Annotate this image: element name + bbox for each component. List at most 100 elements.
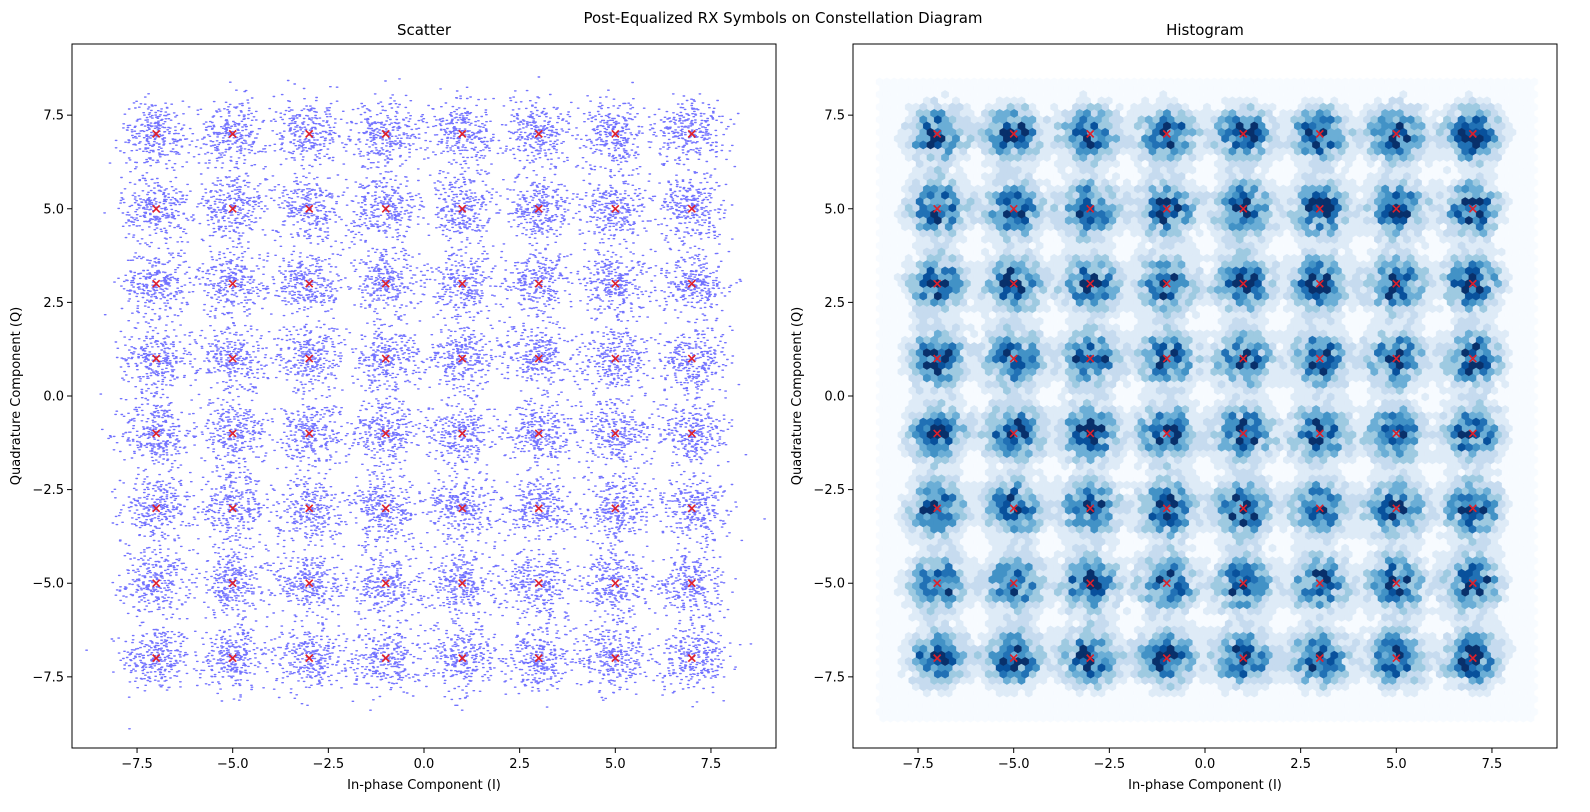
histogram-constellation-point <box>1239 354 1248 363</box>
histogram-constellation-point <box>1392 354 1401 363</box>
histogram-constellation-point <box>1468 429 1477 438</box>
histogram-constellation-point <box>1392 279 1401 288</box>
scatter-constellation-point <box>611 204 620 213</box>
scatter-constellation-point <box>152 654 161 663</box>
scatter-x-tick-label: 7.5 <box>701 757 722 772</box>
scatter-constellation-point <box>534 429 543 438</box>
histogram-constellation-point <box>1239 129 1248 138</box>
histogram-constellation-point <box>1468 354 1477 363</box>
histogram-x-tick-label: 2.5 <box>1290 757 1311 772</box>
hexbin-cells-level-0 <box>875 77 1539 723</box>
histogram-constellation-point <box>1468 504 1477 513</box>
scatter-x-tick-label: −5.0 <box>217 757 249 772</box>
scatter-constellation-point <box>687 354 696 363</box>
scatter-constellation-point <box>381 279 390 288</box>
histogram-constellation-point <box>1009 429 1018 438</box>
scatter-constellation-point <box>534 354 543 363</box>
scatter-x-tick-label: 5.0 <box>605 757 626 772</box>
scatter-constellation-point <box>228 504 237 513</box>
scatter-x-tick-label: −2.5 <box>313 757 345 772</box>
histogram-hexbin-cells <box>875 77 1539 723</box>
scatter-constellation-point <box>534 654 543 663</box>
scatter-constellation-point <box>305 204 314 213</box>
histogram-x-tick-label: 5.0 <box>1386 757 1407 772</box>
scatter-y-tick-label: 7.5 <box>43 109 64 124</box>
scatter-x-ticks: −7.5 −5.0 −2.5 0.0 2.5 5.0 7.5 <box>121 748 721 772</box>
scatter-constellation-point <box>611 429 620 438</box>
scatter-constellation-point <box>381 579 390 588</box>
scatter-point-cloud <box>85 76 766 730</box>
histogram-constellation-point <box>1086 654 1095 663</box>
scatter-x-tick-label: 2.5 <box>509 757 530 772</box>
histogram-constellation-point <box>1009 354 1018 363</box>
scatter-constellation-point <box>381 204 390 213</box>
histogram-constellation-point <box>1009 204 1018 213</box>
histogram-y-tick-label: −2.5 <box>813 483 845 498</box>
scatter-constellation-point <box>687 429 696 438</box>
scatter-constellation-point <box>152 579 161 588</box>
scatter-constellation-point <box>458 129 467 138</box>
scatter-y-tick-label: −2.5 <box>32 483 64 498</box>
histogram-constellation-point <box>1239 654 1248 663</box>
scatter-constellation-point <box>611 579 620 588</box>
scatter-y-axis-label: Quadrature Component (Q) <box>9 307 24 486</box>
histogram-constellation-point <box>1239 579 1248 588</box>
histogram-constellation-point <box>1009 129 1018 138</box>
scatter-constellation-point <box>305 504 314 513</box>
histogram-constellation-point <box>1239 204 1248 213</box>
histogram-constellation-point <box>1162 279 1171 288</box>
histogram-x-tick-label: −7.5 <box>902 757 934 772</box>
histogram-constellation-point <box>1162 504 1171 513</box>
histogram-y-tick-label: −7.5 <box>813 670 845 685</box>
histogram-constellation-point <box>1468 129 1477 138</box>
scatter-constellation-point <box>152 279 161 288</box>
histogram-constellation-point <box>1315 654 1324 663</box>
histogram-constellation-point <box>933 354 942 363</box>
histogram-constellation-point <box>1086 129 1095 138</box>
scatter-constellation-markers <box>152 129 696 663</box>
histogram-constellation-point <box>1392 204 1401 213</box>
histogram-constellation-point <box>1009 504 1018 513</box>
histogram-constellation-point <box>1086 204 1095 213</box>
scatter-x-axis-label: In-phase Component (I) <box>347 778 501 793</box>
scatter-y-tick-label: −5.0 <box>32 577 64 592</box>
histogram-constellation-markers <box>933 129 1477 663</box>
histogram-constellation-point <box>1086 429 1095 438</box>
histogram-constellation-point <box>933 579 942 588</box>
histogram-y-tick-label: 5.0 <box>824 202 845 217</box>
scatter-constellation-point <box>687 279 696 288</box>
scatter-y-tick-label: 2.5 <box>43 296 64 311</box>
scatter-constellation-point <box>611 654 620 663</box>
histogram-constellation-point <box>1162 654 1171 663</box>
histogram-x-tick-label: 0.0 <box>1195 757 1216 772</box>
histogram-constellation-point <box>1315 504 1324 513</box>
scatter-constellation-point <box>228 429 237 438</box>
histogram-constellation-point <box>1009 279 1018 288</box>
histogram-constellation-point <box>1315 579 1324 588</box>
scatter-constellation-point <box>305 129 314 138</box>
scatter-constellation-point <box>458 429 467 438</box>
scatter-constellation-point <box>228 354 237 363</box>
histogram-constellation-point <box>1086 279 1095 288</box>
scatter-y-ticks: −7.5 −5.0 −2.5 0.0 2.5 5.0 7.5 <box>32 109 72 685</box>
histogram-constellation-point <box>1315 429 1324 438</box>
histogram-constellation-point <box>933 654 942 663</box>
histogram-constellation-point <box>1239 429 1248 438</box>
histogram-constellation-point <box>1162 579 1171 588</box>
histogram-constellation-point <box>933 204 942 213</box>
scatter-constellation-point <box>228 579 237 588</box>
scatter-constellation-point <box>687 654 696 663</box>
scatter-constellation-point <box>458 354 467 363</box>
scatter-constellation-point <box>152 204 161 213</box>
scatter-constellation-point <box>381 504 390 513</box>
hexbin-cells-level-8 <box>919 121 1491 673</box>
histogram-x-axis-label: In-phase Component (I) <box>1128 778 1282 793</box>
scatter-constellation-point <box>305 279 314 288</box>
histogram-y-ticks: −7.5 −5.0 −2.5 0.0 2.5 5.0 7.5 <box>813 109 853 685</box>
scatter-constellation-point <box>458 579 467 588</box>
histogram-y-tick-label: 7.5 <box>824 109 845 124</box>
histogram-constellation-point <box>933 279 942 288</box>
scatter-title: Scatter <box>397 21 452 39</box>
scatter-y-tick-label: 0.0 <box>43 390 64 405</box>
